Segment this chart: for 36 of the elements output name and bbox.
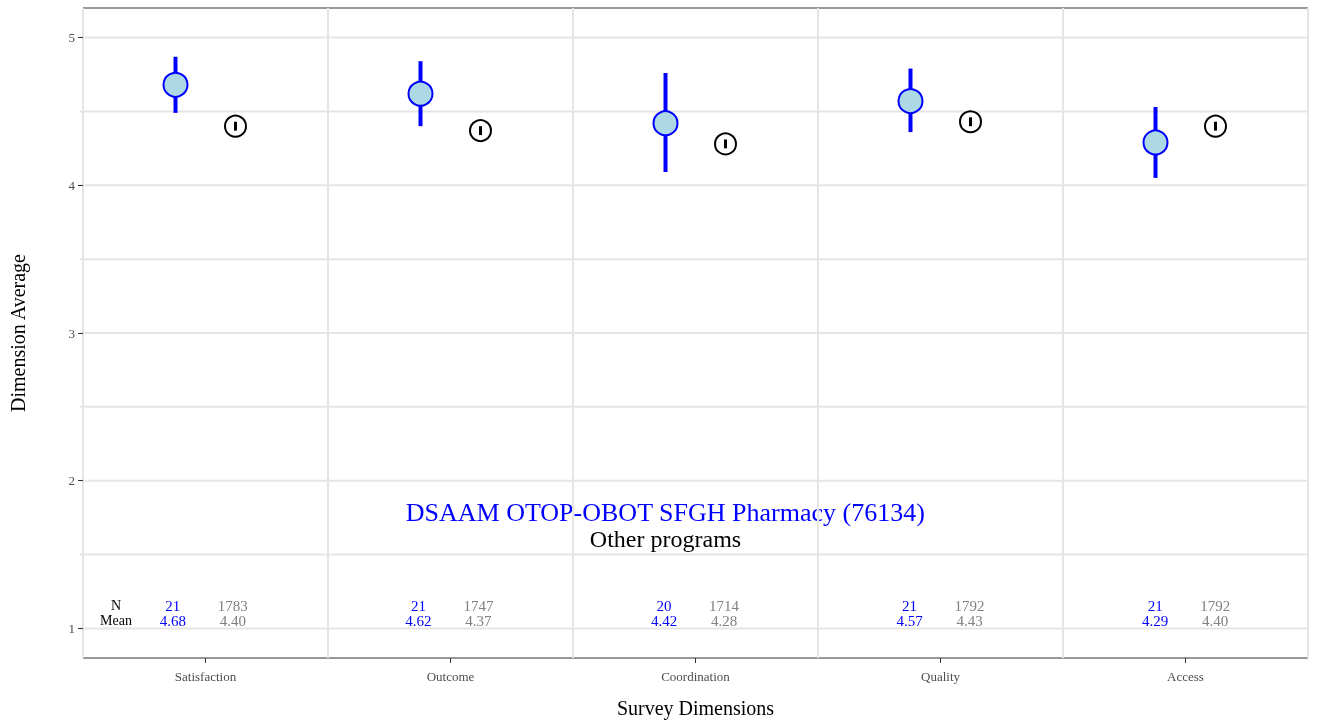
annotation: 1714 xyxy=(709,597,740,614)
x-tick-label: Outcome xyxy=(426,669,475,684)
x-tick-label: Access xyxy=(1167,669,1204,684)
annotation: 4.29 xyxy=(1142,612,1169,629)
annotation: N xyxy=(110,598,122,614)
annotation: 1792 xyxy=(954,597,985,614)
text: Other programs xyxy=(589,526,742,553)
annotation: 1783 xyxy=(217,597,248,614)
annotation: 20 xyxy=(656,597,672,614)
x-tick-label: Coordination xyxy=(661,669,731,684)
annotation: 21 xyxy=(165,597,181,614)
text: DSAAM OTOP-OBOT SFGH Pharmacy (76134) xyxy=(405,497,925,527)
annotation: 4.40 xyxy=(1202,612,1229,629)
y-tick-label: 4 xyxy=(68,177,76,193)
annotation: 21 xyxy=(902,597,918,614)
annotation: 4.37 xyxy=(465,612,493,629)
x-tick-label: Quality xyxy=(921,669,961,684)
x-tick-label: Satisfaction xyxy=(174,669,237,684)
y-axis-title: Dimension Average xyxy=(7,253,30,412)
annotation: 4.43 xyxy=(956,612,983,629)
annotation: 21 xyxy=(1147,597,1163,614)
y-tick-label: 2 xyxy=(68,473,75,489)
annotation: 1747 xyxy=(463,597,494,614)
annotation: 4.62 xyxy=(405,612,432,629)
annotation: 4.57 xyxy=(896,612,924,629)
y-tick-label: 1 xyxy=(68,620,75,636)
annotation: 4.68 xyxy=(159,612,186,629)
y-tick-label: 5 xyxy=(68,30,75,46)
annotation: 4.28 xyxy=(710,612,738,629)
annotation: 1792 xyxy=(1200,597,1231,614)
y-tick-label: 3 xyxy=(68,325,75,341)
annotation: Mean xyxy=(100,613,132,629)
x-axis-title: Survey Dimensions xyxy=(616,697,775,720)
annotation: 4.40 xyxy=(219,612,246,629)
annotation: 4.42 xyxy=(650,612,678,629)
annotation: 21 xyxy=(410,597,426,614)
